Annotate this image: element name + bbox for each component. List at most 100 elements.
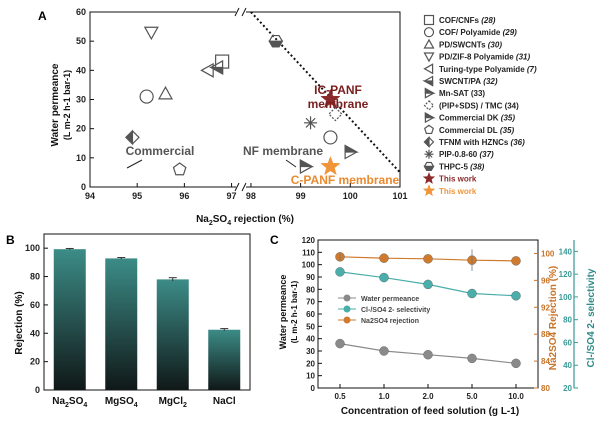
legend-marker-shape (422, 80, 434, 87)
series-point (511, 291, 521, 301)
data-point-shape (268, 40, 284, 48)
x-tick-label: 97 (227, 191, 237, 201)
legend-label: This work (439, 187, 477, 196)
legend-marker (422, 171, 436, 185)
legend-label: COF/CNFs (28) (439, 16, 496, 25)
series-point (379, 346, 389, 356)
series-point (423, 350, 433, 360)
y-tick-label: 60 (76, 7, 86, 17)
x-tick-label: NaCl (213, 396, 236, 407)
y-tick-label: 80 (30, 272, 40, 282)
commercial-arrow (126, 159, 143, 169)
data-point (323, 130, 338, 145)
y-tick-label: 60 (30, 300, 40, 310)
x-tick-label: 95 (132, 191, 142, 201)
data-point-shape (320, 88, 341, 109)
legend-label: Commercial DK (35) (439, 114, 515, 123)
data-point-shape (344, 144, 360, 153)
legend-marker (424, 112, 436, 124)
y-tick-label: 40 (30, 328, 40, 338)
y-tick-label: 10 (76, 153, 86, 163)
legend-label: COF/ Polyamide (29) (439, 28, 517, 37)
legend-marker (423, 38, 435, 49)
y-tick-label-left: 90 (306, 273, 315, 282)
legend-label: THPC-5 (38) (439, 162, 485, 171)
series-point (511, 358, 521, 369)
legend-marker-shape (423, 52, 435, 63)
legend-label: PD/ZIF-8 Polyamide (31) (439, 53, 530, 62)
legend-marker-shape (423, 27, 435, 38)
y-tick-label-right2: 60 (563, 338, 572, 347)
data-point (344, 144, 360, 160)
panel-c-ylabel-right2: Cl-/SO4 2- selectivity (586, 268, 597, 367)
axis-break-bottom (234, 182, 247, 192)
x-tick-label: MgSO4 (105, 396, 138, 409)
legend-marker-shape (423, 136, 430, 148)
legend-label: Water permeance (361, 296, 419, 303)
legend-marker (423, 14, 435, 26)
y-tick-label-right2: 80 (563, 316, 572, 325)
panel-b-ylabel: Rejection (%) (14, 291, 25, 354)
x-tick-label: 101 (392, 191, 407, 201)
legend-marker-shape (423, 165, 435, 171)
legend-marker (422, 75, 434, 87)
trend-line (250, 11, 401, 174)
series-point (511, 256, 521, 266)
data-point (139, 89, 154, 104)
ic-panf-membrane-label: membrane (308, 97, 369, 111)
axis-break-top (234, 7, 247, 17)
series-point (335, 338, 345, 349)
y-tick-label: 0 (81, 182, 86, 192)
y-tick-label-left: 70 (306, 298, 315, 307)
panel-c-ylabel-left-units: (L m-2 h-1 bar-1) (290, 280, 299, 343)
legend-marker (423, 27, 435, 38)
y-tick-label-left: 110 (302, 248, 315, 257)
data-point-shape (125, 129, 134, 146)
nf-membrane-label: NF membrane (243, 144, 323, 158)
legend-label: TFNM with HZNCs (36) (439, 138, 525, 147)
legend-label: Na2SO4 rejection (361, 318, 419, 325)
data-point (299, 159, 315, 175)
legend-marker-shape (423, 63, 434, 75)
y-tick-label: 20 (30, 357, 40, 367)
y-tick-label-left: 80 (306, 285, 315, 294)
y-tick-label-left: 50 (306, 322, 315, 331)
legend-marker (423, 136, 435, 148)
x-tick-label: 10.0 (508, 392, 524, 401)
legend-label: Mn-SAT (33) (439, 89, 485, 98)
legend-label: Turing-type Polyamide (7) (439, 65, 537, 74)
data-point (304, 116, 318, 130)
data-point-shape (143, 26, 159, 41)
series-point (335, 267, 345, 277)
panel-a-ylabel: Water permeance (50, 63, 61, 146)
data-point-stroke (305, 117, 316, 128)
legend-marker-shape (423, 38, 435, 49)
y-tick-label-left: 60 (306, 310, 315, 319)
x-tick-label: 2.0 (422, 392, 434, 401)
legend-marker (423, 52, 435, 63)
y-tick-label-left: 0 (311, 384, 316, 393)
x-tick-label: 94 (85, 191, 95, 201)
y-tick-label: 20 (76, 124, 86, 134)
y-tick-label-right2: 100 (559, 293, 573, 302)
legend-marker-stroke (425, 150, 433, 158)
y-tick-label: 40 (76, 65, 86, 75)
legend-marker (422, 184, 436, 197)
series-point (467, 353, 477, 364)
data-point-shape (208, 66, 224, 75)
c-panf-label: C-PANF membrane (291, 173, 400, 187)
series-point (379, 272, 389, 283)
legend-marker-shape (423, 14, 435, 26)
y-tick-label-left: 10 (306, 372, 315, 381)
y-tick-label-right1: 96 (541, 276, 550, 285)
panel-a-ylabel-units: (L m-2 h-1 bar-1) (62, 70, 72, 140)
y-tick-label-right2: 120 (559, 270, 573, 279)
y-tick-label-left: 30 (306, 347, 315, 356)
legend-marker-shape (422, 184, 436, 197)
data-point (143, 26, 159, 41)
x-tick-label: 98 (246, 191, 256, 201)
y-tick-label: 100 (25, 243, 40, 253)
y-tick-label: 0 (35, 385, 40, 395)
data-point (320, 88, 341, 109)
